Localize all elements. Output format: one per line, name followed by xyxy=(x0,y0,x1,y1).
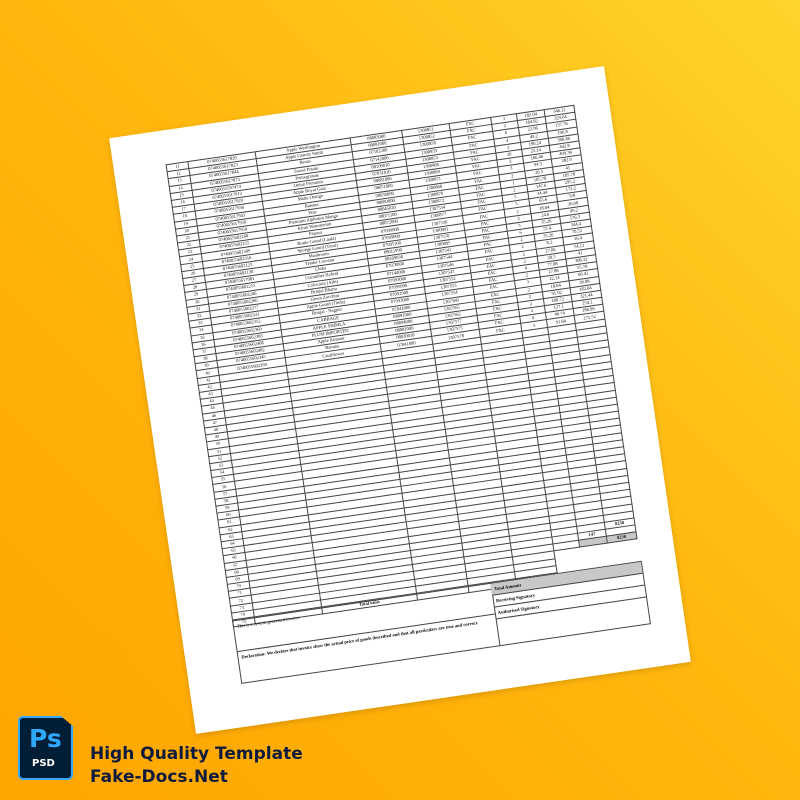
invoice-page: 11 0740055617820 Apple Washington 08083000 1… xyxy=(109,66,691,734)
invoice-table: 11 0740055617820 Apple Washington 08083000 1… xyxy=(166,105,642,628)
psd-text: PSD xyxy=(32,758,55,769)
tagline-line2: Fake-Docs.Net xyxy=(90,767,228,787)
ps-text: Ps xyxy=(29,724,62,753)
photoshop-psd-icon: Ps PSD xyxy=(18,716,73,780)
tagline-line1: High Quality Template xyxy=(90,744,303,764)
tagline: High Quality Template Fake-Docs.Net xyxy=(90,743,303,789)
